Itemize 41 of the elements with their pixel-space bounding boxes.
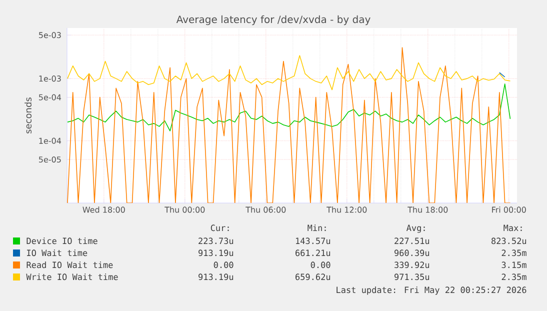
y-tick-label: 5e-03 <box>39 32 61 38</box>
text: 0.00 <box>214 262 234 268</box>
text: 339.92u <box>394 262 430 268</box>
text: 960.39u <box>394 250 430 256</box>
text: 0.00 <box>310 262 330 268</box>
x-tick-label: Thu 12:00 <box>326 206 367 213</box>
line-series <box>67 55 511 90</box>
text: 227.51u <box>394 238 430 244</box>
text: 3.15m <box>502 262 526 268</box>
x-tick-label: Fri 00:00 <box>492 206 526 213</box>
text: 143.57u <box>296 238 330 244</box>
y-tick-label: 1e-03 <box>39 76 61 82</box>
y-tick-label: 1e-04 <box>39 138 62 144</box>
text: 971.35u <box>394 274 430 280</box>
text: Last update: Fri May 22 00:25:27 2026 <box>336 286 526 295</box>
legend-label: Device IO time <box>26 238 98 244</box>
text: Max: <box>504 224 522 232</box>
text: Avg: <box>406 224 425 233</box>
x-tick-label: Wed 18:00 <box>82 206 125 213</box>
y-tick-label: 5e-04 <box>39 94 62 100</box>
text: 823.52u <box>492 238 526 244</box>
text: 661.21u <box>296 250 330 256</box>
text: Min: <box>308 224 326 231</box>
text: 913.19u <box>198 250 234 256</box>
legend-label: IO Wait time <box>27 250 88 256</box>
text: 2.35m <box>502 250 526 256</box>
chart-title: Average latency for /dev/xvda - by day <box>176 15 370 26</box>
x-tick-label: Thu 00:00 <box>164 206 205 213</box>
x-tick-label: Thu 06:00 <box>246 206 286 213</box>
legend-label: Write IO Wait time <box>26 274 118 280</box>
text: 913.19u <box>198 274 234 280</box>
text: 2.35m <box>502 274 526 280</box>
line-series <box>67 47 511 203</box>
text: Cur: <box>210 224 229 232</box>
y-tick-label: 5e-05 <box>39 156 61 163</box>
x-tick-label: Thu 18:00 <box>408 206 448 213</box>
text: 659.62u <box>296 274 330 280</box>
line-series <box>67 84 511 132</box>
y-axis-title: seconds <box>24 98 32 134</box>
text: 223.73u <box>198 238 234 244</box>
legend-label: Read IO Wait time <box>26 262 113 268</box>
